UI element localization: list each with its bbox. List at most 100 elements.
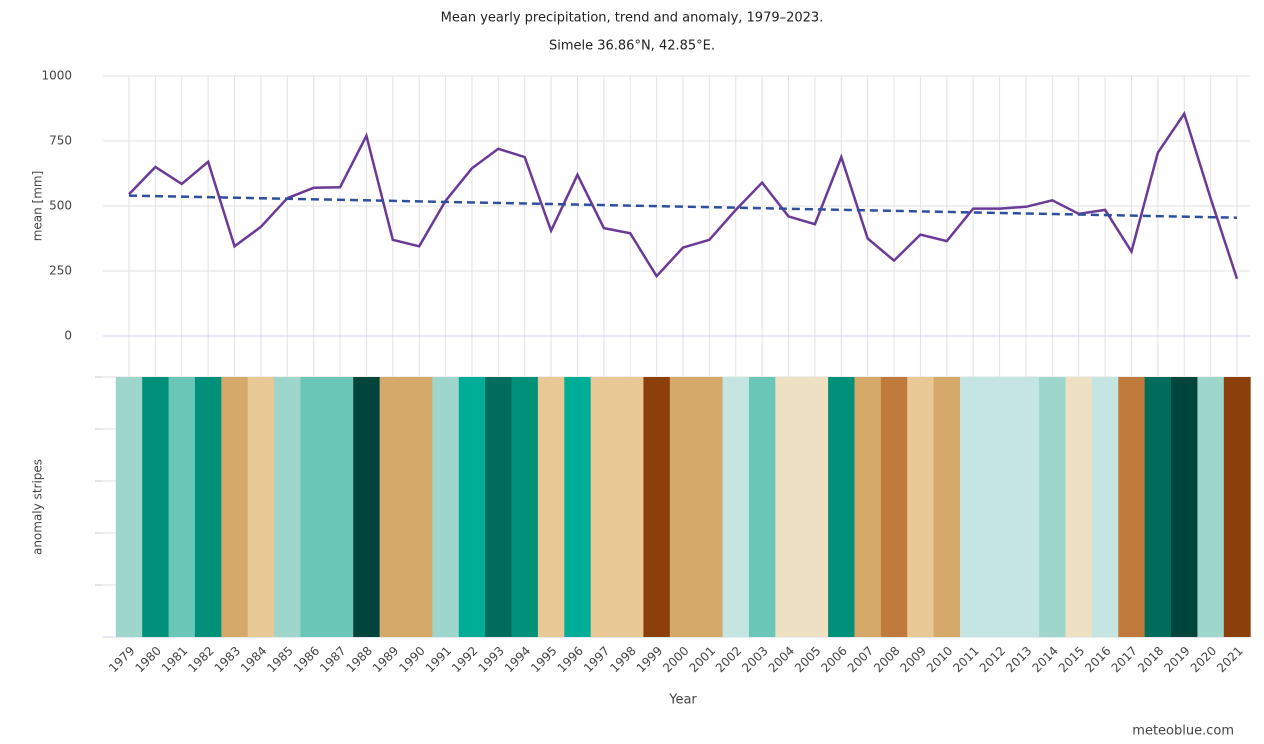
- x-axis-label: Year: [668, 693, 697, 708]
- x-tick-label: 1996: [555, 644, 586, 675]
- x-tick-label: 2000: [660, 644, 691, 675]
- anomaly-stripe: [828, 377, 855, 637]
- y-tick-label: 750: [49, 134, 72, 148]
- x-tick-label: 2020: [1188, 644, 1219, 675]
- anomaly-stripe: [617, 377, 644, 637]
- x-tick-label: 1998: [607, 644, 638, 675]
- anomaly-stripe: [511, 377, 539, 637]
- anomaly-stripe: [643, 377, 671, 637]
- x-tick-label: 2002: [713, 644, 744, 675]
- anomaly-stripe: [379, 377, 407, 637]
- anomaly-stripe: [1012, 377, 1040, 637]
- y-tick-label: 0: [64, 329, 72, 343]
- anomaly-stripe: [300, 377, 328, 637]
- x-tick-label: 1983: [212, 644, 243, 675]
- y-tick-label: 1000: [41, 69, 72, 83]
- anomaly-stripe: [221, 377, 249, 637]
- anomaly-stripe: [775, 377, 803, 637]
- anomaly-stripe: [115, 377, 143, 637]
- x-tick-label: 2005: [792, 644, 823, 675]
- x-tick-label: 1993: [475, 644, 506, 675]
- anomaly-stripe: [801, 377, 829, 637]
- x-tick-label: 1985: [264, 644, 295, 675]
- x-tick-label: 1987: [317, 644, 348, 675]
- anomaly-stripe: [933, 377, 961, 637]
- anomaly-stripe: [960, 377, 987, 637]
- anomaly-stripe: [537, 377, 565, 637]
- anomaly-stripe: [326, 377, 354, 637]
- anomaly-stripe: [274, 377, 301, 637]
- x-tick-label: 2004: [766, 644, 797, 675]
- anomaly-stripe: [590, 377, 618, 637]
- x-tick-label: 2011: [950, 644, 981, 675]
- x-tick-label: 1980: [132, 644, 163, 675]
- x-tick-label: 1995: [528, 644, 559, 675]
- anomaly-stripe: [432, 377, 460, 637]
- x-tick-label: 1999: [634, 644, 665, 675]
- anomaly-stripe: [564, 377, 592, 637]
- anomaly-stripe: [1171, 377, 1198, 637]
- x-tick-label: 2015: [1056, 644, 1087, 675]
- y-axis-label: mean [mm]: [31, 171, 45, 242]
- anomaly-stripe: [1223, 377, 1251, 637]
- x-tick-label: 1981: [159, 644, 190, 675]
- anomaly-stripe: [696, 377, 724, 637]
- anomaly-stripe: [986, 377, 1014, 637]
- anomaly-stripe: [168, 377, 196, 637]
- anomaly-stripe: [907, 377, 935, 637]
- anomaly-stripe: [485, 377, 513, 637]
- anomaly-stripe: [669, 377, 697, 637]
- x-tick-label: 1984: [238, 644, 269, 675]
- x-tick-label: 2009: [898, 644, 929, 675]
- anomaly-stripe: [353, 377, 381, 637]
- x-tick-label: 1991: [423, 644, 454, 675]
- x-tick-label: 1986: [291, 644, 322, 675]
- anomaly-stripe: [1039, 377, 1067, 637]
- x-tick-label: 1997: [581, 644, 612, 675]
- y-tick-label: 500: [49, 199, 72, 213]
- x-tick-label: 1988: [344, 644, 375, 675]
- anomaly-stripe: [247, 377, 275, 637]
- x-tick-label: 2021: [1214, 644, 1245, 675]
- x-tick-label: 1990: [396, 644, 427, 675]
- anomaly-stripe: [1144, 377, 1172, 637]
- y-tick-label: 250: [49, 264, 72, 278]
- anomaly-stripe: [1197, 377, 1225, 637]
- stripes-label: anomaly stripes: [31, 459, 45, 555]
- x-tick-label: 2010: [924, 644, 955, 675]
- anomaly-stripe: [748, 377, 776, 637]
- x-tick-label: 2013: [1003, 644, 1034, 675]
- chart-subtitle: Simele 36.86°N, 42.85°E.: [549, 39, 715, 54]
- x-tick-label: 2006: [818, 644, 849, 675]
- x-tick-label: 1989: [370, 644, 401, 675]
- x-tick-label: 2014: [1029, 644, 1060, 675]
- anomaly-stripe: [194, 377, 222, 637]
- x-tick-label: 2017: [1109, 644, 1140, 675]
- anomaly-stripe: [880, 377, 908, 637]
- x-tick-label: 2003: [739, 644, 770, 675]
- anomaly-stripe: [1118, 377, 1146, 637]
- x-tick-label: 2019: [1161, 644, 1192, 675]
- precipitation-line: [128, 110, 1239, 280]
- x-tick-label: 1994: [502, 644, 533, 675]
- x-tick-label: 2016: [1082, 644, 1113, 675]
- x-tick-label: 2018: [1135, 644, 1166, 675]
- x-tick-label: 2007: [845, 644, 876, 675]
- anomaly-stripe: [1091, 377, 1119, 637]
- x-tick-label: 2012: [977, 644, 1008, 675]
- x-tick-label: 2008: [871, 644, 902, 675]
- credit: meteoblue.com: [1132, 724, 1234, 739]
- anomaly-stripe: [406, 377, 433, 637]
- trend-line: [128, 194, 1238, 219]
- x-tick-label: 1992: [449, 644, 480, 675]
- anomaly-stripe: [722, 377, 750, 637]
- x-tick-label: 2001: [686, 644, 717, 675]
- anomaly-stripe: [142, 377, 170, 637]
- anomaly-stripe: [1065, 377, 1093, 637]
- anomaly-stripe: [854, 377, 882, 637]
- chart-title: Mean yearly precipitation, trend and ano…: [441, 11, 824, 26]
- anomaly-stripe: [458, 377, 486, 637]
- x-tick-label: 1979: [106, 644, 137, 675]
- x-tick-label: 1982: [185, 644, 216, 675]
